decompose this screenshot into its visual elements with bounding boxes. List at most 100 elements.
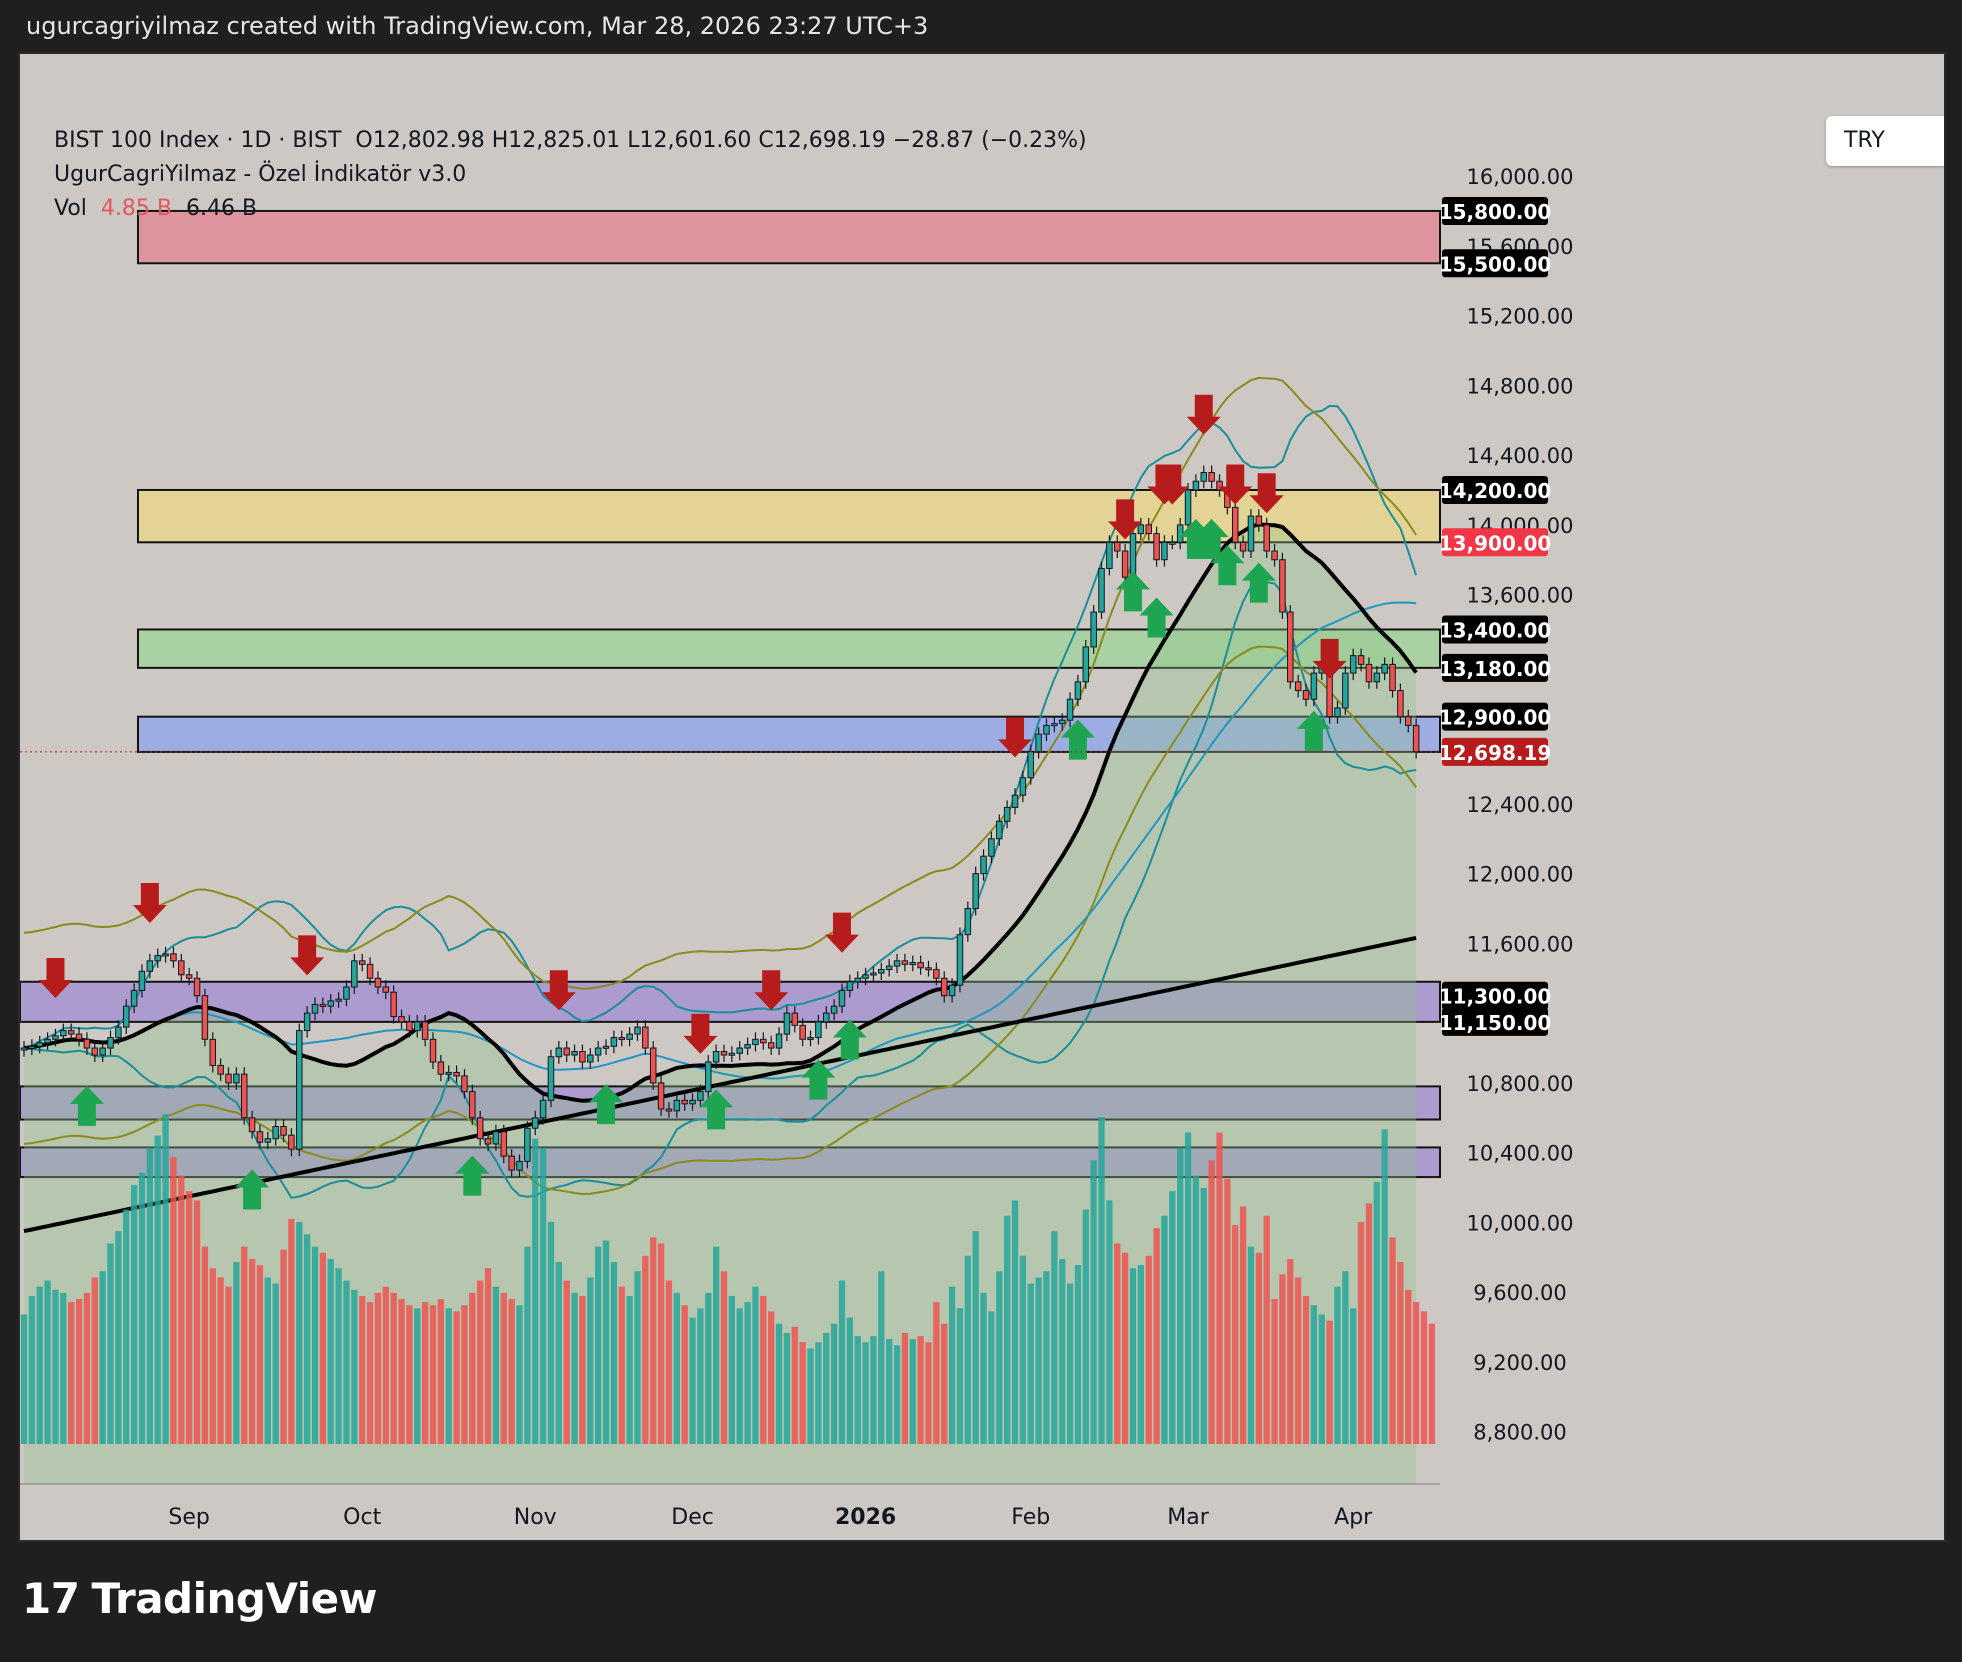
volume-bar bbox=[217, 1277, 224, 1444]
price-label-bg bbox=[1442, 653, 1548, 682]
sell-arrow-icon bbox=[38, 958, 73, 999]
sell-arrow-icon bbox=[1249, 473, 1284, 514]
volume-bar bbox=[20, 1314, 28, 1444]
tradingview-logo[interactable]: 17 TradingView bbox=[22, 1574, 377, 1623]
candle bbox=[1397, 690, 1404, 718]
x-tick-label: 2026 bbox=[835, 1505, 896, 1530]
volume-bar bbox=[1184, 1132, 1192, 1444]
volume-bar bbox=[296, 1221, 303, 1444]
candle bbox=[996, 820, 1003, 840]
volume-bar bbox=[1114, 1243, 1121, 1444]
candle bbox=[1357, 655, 1365, 665]
volume-bar bbox=[1035, 1277, 1042, 1444]
volume-bar bbox=[689, 1317, 696, 1444]
price-label: 13,400.00 bbox=[1439, 618, 1552, 642]
volume-bar bbox=[390, 1292, 397, 1444]
volume-bar bbox=[642, 1255, 649, 1444]
zone-6 bbox=[20, 1146, 1441, 1179]
y-tick-label: 10,400.00 bbox=[1467, 1142, 1574, 1166]
buy-arrow-icon bbox=[1060, 719, 1095, 760]
buy-arrow-icon bbox=[1115, 571, 1150, 612]
candle bbox=[1098, 567, 1105, 613]
candle bbox=[67, 1030, 75, 1035]
candle bbox=[1121, 550, 1129, 578]
candle bbox=[303, 1012, 311, 1032]
volume-bar bbox=[1177, 1147, 1184, 1444]
sell-arrow-icon bbox=[1155, 464, 1190, 505]
candle bbox=[689, 1099, 696, 1105]
volume-bar bbox=[1428, 1323, 1436, 1444]
bollinger-upper-line bbox=[23, 404, 1418, 1049]
x-tick-label: Apr bbox=[1334, 1505, 1373, 1530]
volume-bar bbox=[539, 1147, 547, 1444]
volume-bar bbox=[1381, 1129, 1388, 1444]
currency-button[interactable]: TRY bbox=[1826, 116, 1944, 166]
volume-bar bbox=[783, 1332, 791, 1444]
volume-bar bbox=[728, 1295, 736, 1444]
price-label-bg bbox=[1442, 981, 1548, 1010]
candle bbox=[170, 953, 177, 962]
volume-bar bbox=[327, 1258, 334, 1444]
zone-2 bbox=[136, 628, 1441, 669]
x-tick-label: Dec bbox=[671, 1505, 714, 1530]
candle bbox=[531, 1117, 539, 1129]
candle bbox=[547, 1056, 555, 1101]
volume-bar bbox=[248, 1258, 256, 1444]
volume-bar bbox=[186, 1191, 193, 1444]
candle bbox=[862, 974, 869, 979]
volume-bar bbox=[988, 1311, 995, 1444]
candle bbox=[296, 1030, 303, 1150]
y-tick-label: 10,000.00 bbox=[1467, 1211, 1574, 1235]
candle bbox=[1302, 690, 1310, 700]
symbol-line[interactable]: BIST 100 Index · 1D · BIST O12,802.98 H1… bbox=[54, 124, 1087, 158]
volume-bar bbox=[461, 1305, 468, 1444]
volume-bar bbox=[870, 1336, 877, 1444]
candle bbox=[783, 1012, 791, 1035]
volume-bar bbox=[901, 1332, 909, 1444]
volume-bar bbox=[736, 1308, 743, 1444]
candle bbox=[972, 873, 979, 910]
candle bbox=[1342, 672, 1349, 709]
volume-bar bbox=[304, 1234, 311, 1444]
candle bbox=[807, 1037, 814, 1041]
candle bbox=[476, 1117, 484, 1140]
candle bbox=[1287, 611, 1294, 683]
chart-pane[interactable]: 16,000.00 15,600.00 15,200.00 14,800.00 14,4… bbox=[18, 52, 1946, 1542]
volume-bar bbox=[720, 1271, 728, 1444]
sell-arrow-icon bbox=[683, 1013, 718, 1054]
y-tick-label: 16,000.00 bbox=[1467, 165, 1574, 189]
candle bbox=[933, 969, 940, 979]
volume-bar bbox=[1365, 1203, 1373, 1444]
buy-arrow-icon bbox=[1296, 710, 1331, 751]
buy-arrow-icon bbox=[69, 1085, 104, 1126]
candle bbox=[791, 1012, 799, 1026]
volume-bar bbox=[1074, 1265, 1082, 1444]
price-label: 12,900.00 bbox=[1439, 706, 1552, 730]
candle bbox=[610, 1037, 618, 1047]
candle bbox=[209, 1038, 217, 1066]
volume-bar bbox=[1169, 1191, 1176, 1444]
volume-bar bbox=[382, 1286, 389, 1444]
candle bbox=[1137, 524, 1145, 535]
volume-legend[interactable]: Vol 4.85 B 6.46 B bbox=[54, 192, 1087, 226]
candle bbox=[712, 1051, 720, 1063]
indicator-name[interactable]: UgurCagriYilmaz - Özel İndikatör v3.0 bbox=[54, 162, 467, 187]
volume-bar bbox=[437, 1299, 444, 1444]
volume-bar bbox=[36, 1286, 43, 1444]
candle bbox=[657, 1082, 665, 1110]
candle bbox=[335, 998, 342, 1002]
sell-arrow-icon bbox=[998, 717, 1033, 758]
volume-bar bbox=[1145, 1255, 1152, 1444]
volume-bar bbox=[1137, 1265, 1144, 1444]
buy-arrow-icon bbox=[832, 1019, 867, 1060]
candle bbox=[854, 977, 861, 983]
price-chart[interactable]: 16,000.0015,600.0015,200.0014,800.0014,4… bbox=[20, 54, 1944, 1540]
candle bbox=[225, 1073, 232, 1084]
volume-bar bbox=[846, 1317, 853, 1444]
candle bbox=[885, 965, 893, 971]
volume-bar bbox=[760, 1295, 767, 1444]
chart-legend: BIST 100 Index · 1D · BIST O12,802.98 H1… bbox=[54, 124, 1087, 226]
volume-bar bbox=[547, 1221, 555, 1444]
volume-bar bbox=[99, 1271, 106, 1444]
buy-arrow-icon bbox=[801, 1059, 836, 1100]
